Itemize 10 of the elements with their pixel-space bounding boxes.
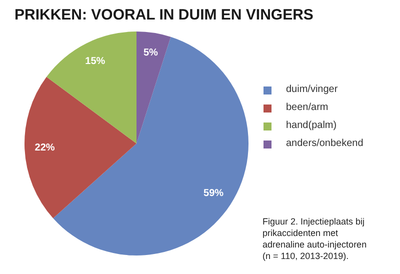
text: Figuur 2. Injectieplaats bij prikaccidenten met adrenaline auto-injectoren (n = 110, 2013-2019). [262,216,367,261]
chart-title: PRIKKEN: VOORAL IN DUIM EN VINGERS [14,6,314,24]
data-label: 59% [204,188,224,199]
legend-label: been/arm [286,102,328,113]
legend-label: anders/onbekend [286,138,364,149]
data-label: 5% [144,47,158,58]
legend-label: hand(palm) [286,120,337,131]
legend-label: duim/vinger [286,84,338,95]
data-label: 15% [85,56,106,67]
data-label: 22% [34,142,55,154]
